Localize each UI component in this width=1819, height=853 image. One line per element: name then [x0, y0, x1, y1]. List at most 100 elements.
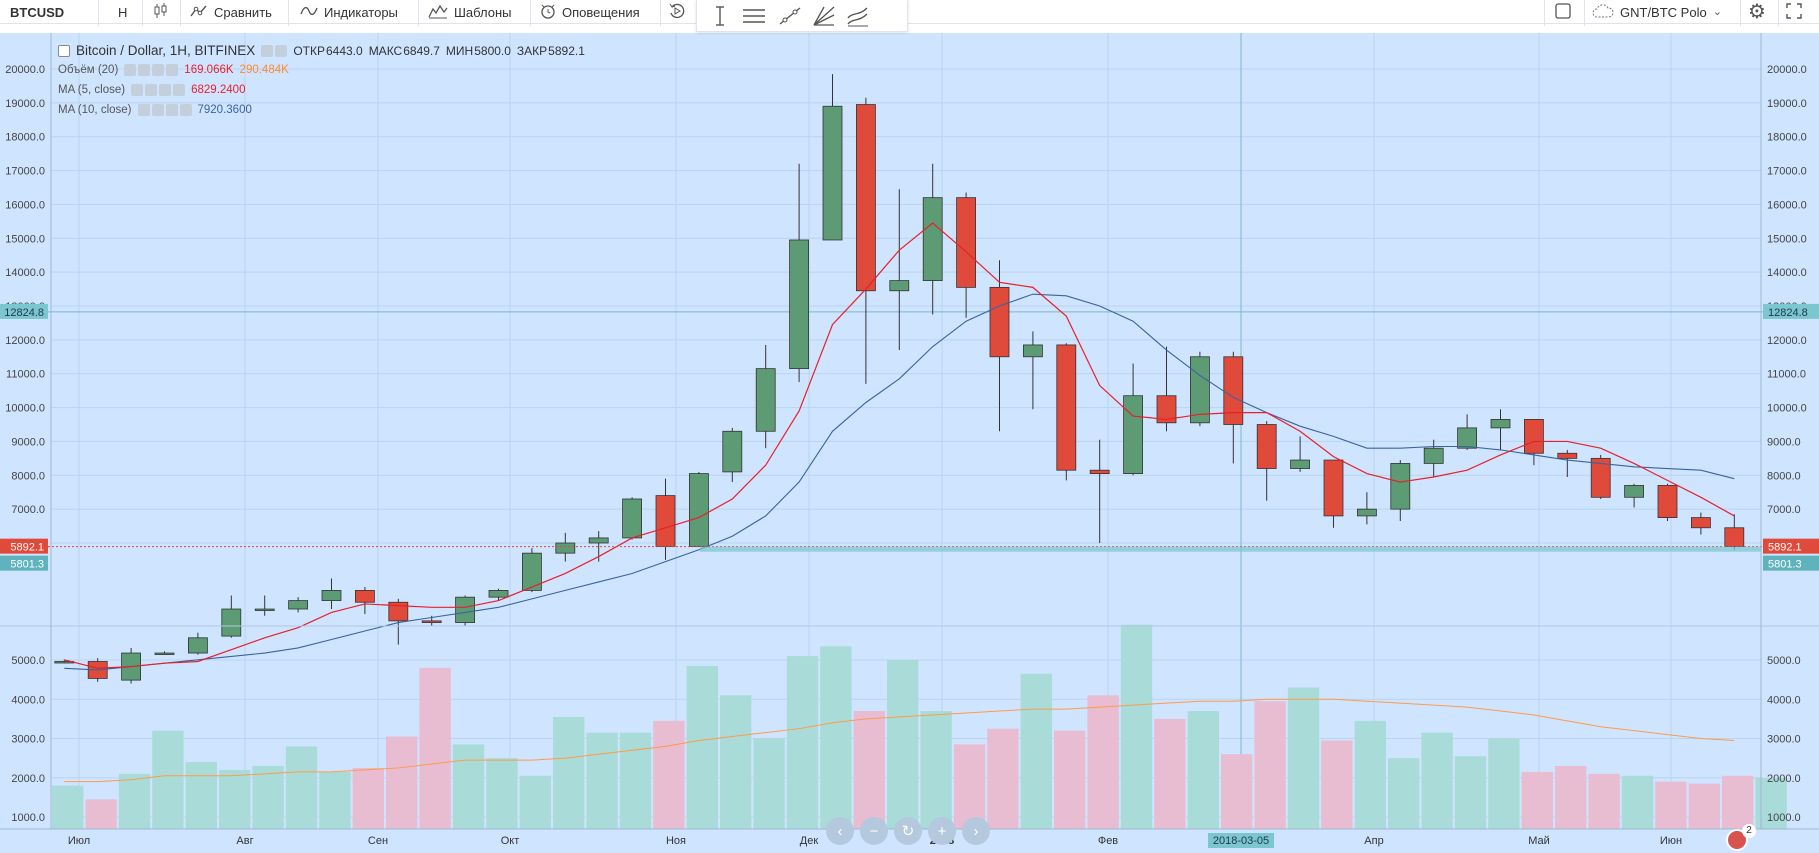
volume-bar: [152, 730, 184, 829]
indicators-button[interactable]: Индикаторы: [300, 0, 398, 24]
volume-bar: [1120, 624, 1153, 829]
price-tick-right: 15000.0: [1767, 233, 1807, 245]
candle-body: [488, 590, 509, 598]
close-icon[interactable]: [179, 104, 192, 116]
zoom-in-button[interactable]: +: [928, 817, 956, 845]
collapse-icon[interactable]: [58, 44, 70, 57]
volume-bar: [185, 762, 217, 829]
volume-bar: [1454, 756, 1487, 829]
current-price-label-left: 5892.1: [10, 542, 44, 554]
time-tick-label: Июн: [1660, 835, 1682, 847]
compare-button[interactable]: Сравнить: [190, 0, 272, 24]
gear-small-icon[interactable]: [145, 84, 158, 96]
compare-label: Сравнить: [214, 4, 272, 20]
candle-body: [1524, 419, 1544, 454]
brush-tool[interactable]: [845, 4, 871, 28]
reset-button[interactable]: ↻: [894, 817, 922, 845]
indicators-icon: [300, 4, 318, 21]
ma10-label: MA (10, close): [58, 104, 132, 116]
trend-line-tool[interactable]: [777, 4, 803, 28]
settings-button[interactable]: ⚙: [1748, 0, 1766, 24]
maximize-button[interactable]: [1786, 0, 1802, 24]
horizontal-lines-tool[interactable]: [741, 4, 767, 28]
close-value: 5892.1: [548, 43, 585, 58]
volume-bar: [1054, 730, 1086, 829]
volume-bar: [1187, 711, 1219, 829]
candle-body: [1691, 517, 1711, 529]
chart-area[interactable]: 20000.0 20000.0 19000.0 19000.0 18000.0 18000…: [0, 33, 1819, 853]
candle-body: [154, 652, 175, 655]
candle-body: [922, 197, 943, 282]
main-series-legend: Bitcoin / Dollar, 1H, BITFINEX ОТКР 6443.…: [58, 43, 585, 58]
zoom-out-button[interactable]: −: [860, 817, 888, 845]
candle-body: [221, 608, 242, 637]
candle-body: [1590, 457, 1611, 498]
eye-icon[interactable]: [137, 104, 150, 116]
candle-body: [1557, 452, 1578, 459]
volume-bar: [653, 720, 685, 829]
replay-button[interactable]: [668, 0, 686, 24]
crosshair-date-bg: [1208, 833, 1274, 848]
close-icon[interactable]: [166, 64, 179, 76]
time-tick-label: Июл: [68, 835, 90, 847]
candle-body: [1190, 356, 1210, 424]
indicators-label: Индикаторы: [324, 4, 398, 20]
current-price-label-left-bg: [0, 538, 48, 554]
symbol-search[interactable]: BTCUSD: [10, 0, 64, 24]
scroll-left-button[interactable]: ‹: [826, 817, 854, 845]
volume-bar: [920, 711, 952, 829]
volume-bar: [1588, 773, 1620, 829]
low-value: 5800.0: [474, 43, 511, 58]
eye-icon[interactable]: [131, 84, 144, 96]
volume-bar: [1321, 740, 1353, 829]
candle-body: [187, 637, 208, 654]
candle-body: [1156, 395, 1177, 424]
fullscreen-toggle[interactable]: [1554, 0, 1572, 24]
candle-body: [1089, 469, 1110, 474]
crosshair-price-label-right-bg: [1763, 303, 1819, 319]
alarm-clock-icon: [540, 3, 556, 22]
crosshair-price-label-left: 12824.8: [4, 307, 44, 319]
alerts-button[interactable]: Оповещения: [540, 0, 640, 24]
plus-icon[interactable]: [165, 104, 178, 116]
crosshair-date-label: 2018-03-05: [1213, 835, 1269, 847]
text-cursor-icon: [716, 6, 724, 26]
templates-button[interactable]: Шаблоны: [428, 0, 512, 24]
volume-bar: [786, 656, 819, 829]
lines-icon: [743, 9, 765, 23]
volume-bar: [118, 773, 151, 829]
price-tick-left: 20000.0: [5, 64, 45, 76]
low-marker-label-left: 5801.3: [10, 559, 44, 571]
scroll-right-button[interactable]: ›: [962, 817, 990, 845]
volume-bar: [720, 695, 752, 829]
volume-bar: [1154, 718, 1186, 829]
chart-canvas[interactable]: 20000.0 20000.0 19000.0 19000.0 18000.0 18000…: [0, 33, 1819, 853]
eye-icon[interactable]: [261, 44, 274, 57]
close-icon[interactable]: [173, 84, 186, 96]
volume-tick-right: 4000.0: [1767, 694, 1801, 706]
candle-body: [822, 105, 843, 241]
volume-bar: [953, 744, 986, 829]
gear-small-icon[interactable]: [138, 64, 151, 76]
candle-body: [254, 608, 275, 611]
watch-symbol-select[interactable]: GNT/BTC Polo ⌄: [1592, 0, 1722, 24]
candle-body: [555, 542, 576, 554]
plus-icon[interactable]: [152, 64, 165, 76]
price-tick-left: 8000.0: [11, 470, 45, 482]
interval-button[interactable]: H: [118, 0, 127, 24]
gear-small-icon[interactable]: [275, 44, 288, 57]
plus-icon[interactable]: [159, 84, 172, 96]
brush-icon: [847, 7, 868, 27]
trend-line-icon: [779, 7, 801, 25]
candle-body: [1357, 508, 1377, 517]
chart-style-button[interactable]: [152, 0, 168, 24]
candle-body: [722, 430, 743, 473]
gear-small-icon[interactable]: [151, 104, 164, 116]
candle-body: [689, 473, 709, 547]
candle-body: [388, 601, 409, 622]
text-cursor-tool[interactable]: [707, 4, 733, 28]
fib-tool[interactable]: [811, 4, 837, 28]
eye-icon[interactable]: [124, 64, 137, 76]
volume-bar: [1655, 781, 1687, 829]
volume-bar: [52, 785, 84, 829]
